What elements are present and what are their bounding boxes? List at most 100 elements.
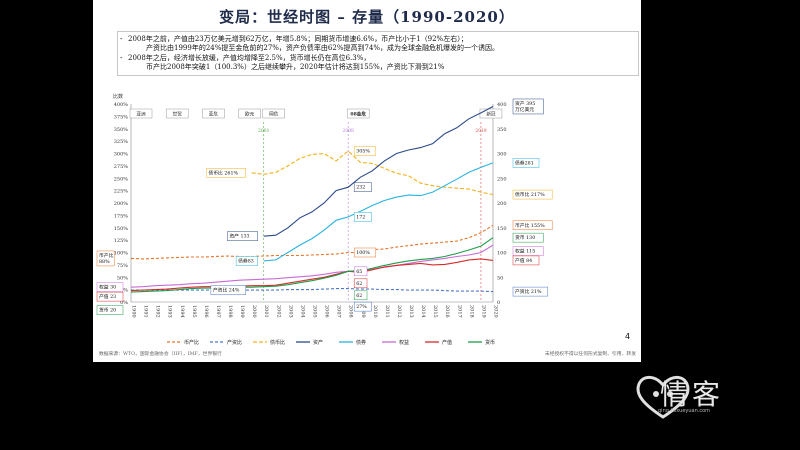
- source-note: 数据来源：WTO，国际金融协会（IIF），IMF，世界银行: [99, 352, 222, 357]
- y-right-tick-label: 250: [497, 176, 507, 182]
- y-left-tick-label: 75%: [117, 263, 128, 269]
- notes-box: - 2008年之前，产值由23万亿美元增到62万亿，年增5.8%；同期货币增速6…: [117, 31, 639, 76]
- x-tick-label: 1994: [179, 305, 185, 318]
- series-line-货币: [130, 237, 494, 293]
- x-tick-label: 2015: [432, 305, 438, 318]
- legend-label: 权益: [399, 339, 409, 346]
- callout-label: 资产 395: [515, 100, 535, 107]
- series-line-资产: [263, 106, 494, 237]
- callout-label: 货币 20: [99, 307, 116, 314]
- callout-label: 万亿美元: [515, 106, 534, 113]
- callout-box: [353, 247, 377, 258]
- x-tick-label: 2011: [384, 305, 390, 318]
- callout-box: [227, 231, 258, 241]
- event-box: [165, 108, 189, 119]
- y-right-tick-label: 350: [497, 127, 507, 133]
- y-left-tick-label: 400%: [114, 102, 129, 108]
- event-box: [238, 108, 261, 119]
- x-tick-label: 2002: [275, 305, 281, 318]
- callout-label: 232: [356, 185, 365, 191]
- legend-label: 债币比: [270, 339, 285, 346]
- series-line-产资比: [131, 288, 494, 293]
- y-left-tick-label: 200%: [114, 201, 129, 207]
- callout-label: 100%: [356, 250, 370, 256]
- legend-label: 货币: [485, 339, 495, 346]
- legend-label: 产资比: [227, 339, 242, 346]
- callout-label: 产值 84: [515, 257, 532, 264]
- note-bullet: -: [120, 54, 123, 62]
- event-label: 新冠: [486, 111, 496, 118]
- marker-label: 2001: [258, 128, 270, 134]
- callout-box: [235, 256, 258, 266]
- brand-name: 情客: [660, 378, 725, 411]
- page-title: 变局：世经时图 – 存量（1990-2020）: [219, 8, 515, 26]
- y-left-tick-label: 175%: [114, 213, 129, 219]
- callout-label: 62: [356, 293, 362, 299]
- callout-box: [353, 182, 372, 192]
- callout-box: [206, 168, 246, 178]
- y-right-tick-label: 150: [497, 226, 507, 232]
- y-left-tick-label: 150%: [114, 226, 129, 232]
- event-label: 08金危: [350, 111, 366, 118]
- series-line-产值: [130, 258, 494, 292]
- series-line-债币比: [251, 150, 494, 196]
- rights-note: 未经授权不得以任何形式复制、引用、转发: [544, 352, 636, 357]
- callout-label: 27%: [356, 304, 367, 310]
- callout-label: 权益 115: [515, 248, 535, 255]
- event-label: 欧元: [245, 111, 255, 118]
- callout-box: [353, 278, 368, 289]
- callout-label: 305%: [356, 149, 370, 155]
- series-line-币产比: [130, 224, 494, 260]
- y-left-tick-label: 0%: [120, 300, 128, 306]
- callout-label: 产值 23: [99, 293, 116, 300]
- x-tick-label: 1999: [239, 305, 245, 318]
- note-line-3: 2008年之后，经济增长放缓，产值均增降至2.5%，货币增长仍在高位6.3%，: [128, 54, 371, 62]
- x-tick-label: 2019: [480, 305, 486, 318]
- x-tick-label: 1993: [167, 305, 173, 318]
- x-tick-label: 2018: [468, 305, 474, 318]
- note-line-1: 2008年之前，产值由23万亿美元增到62万亿，年增5.8%；同期货币增速6.6…: [128, 35, 468, 43]
- y-left-axis-label: 比数: [113, 93, 123, 100]
- callout-box: [96, 291, 124, 302]
- legend-label: 资产: [313, 339, 323, 346]
- slide: 变局：世经时图 – 存量（1990-2020） - 2008年之前，产值由23万…: [93, 0, 641, 362]
- callout-box: [512, 98, 544, 115]
- callout-label: 产资比 21%: [515, 288, 542, 295]
- x-tick-label: 1992: [155, 305, 161, 318]
- callout-box: [512, 220, 553, 231]
- x-tick-label: 2020: [493, 305, 499, 318]
- x-tick-label: 2014: [420, 305, 426, 318]
- callout-box: [353, 212, 372, 222]
- x-tick-label: 2006: [324, 305, 330, 318]
- event-box: [202, 108, 225, 119]
- callout-label: 资产 133: [229, 233, 249, 240]
- x-tick-label: 2017: [456, 305, 462, 318]
- event-box: [346, 108, 370, 119]
- event-label: 亚洲: [136, 112, 146, 118]
- event-label: 网危: [269, 111, 279, 118]
- callout-box: [353, 301, 372, 312]
- callout-label: 权益 30: [99, 284, 116, 291]
- x-tick-label: 1998: [227, 305, 233, 318]
- event-label: 亚危: [209, 111, 219, 118]
- y-left-tick-label: 225%: [114, 189, 129, 195]
- callout-label: 债券281: [515, 159, 534, 166]
- callout-label: 货币 130: [515, 234, 535, 241]
- x-tick-label: 1996: [203, 305, 209, 318]
- legend-label: 债券: [356, 339, 366, 346]
- note-bullet: -: [120, 35, 123, 43]
- x-tick-label: 2016: [444, 305, 450, 318]
- x-tick-label: 2007: [336, 305, 342, 318]
- callout-label: 债券83: [238, 257, 254, 264]
- y-left-tick-label: 100%: [114, 251, 129, 257]
- y-right-tick-label: 0: [497, 300, 500, 306]
- y-left-tick-label: 325%: [114, 139, 129, 145]
- callout-box: [210, 285, 246, 295]
- x-tick-label: 1995: [191, 305, 197, 318]
- callout-label: 债币比 217%: [515, 191, 545, 198]
- callout-box: [512, 189, 553, 200]
- callout-box: [96, 305, 124, 315]
- x-tick-label: 1991: [143, 305, 149, 318]
- marker-label: 2008: [342, 128, 354, 134]
- callout-box: [353, 290, 368, 301]
